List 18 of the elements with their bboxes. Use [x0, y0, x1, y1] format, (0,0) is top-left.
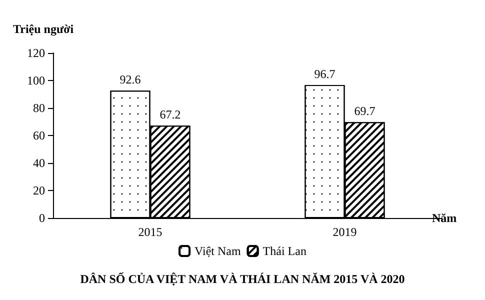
data-label: 92.6 — [120, 72, 141, 87]
data-label: 67.2 — [160, 108, 181, 122]
text: DÂN SỐ CỦA VIỆT NAM VÀ THÁI LAN NĂM 2015 VÀ 2020 — [80, 272, 405, 286]
y-tick-label: 80 — [33, 101, 45, 115]
y-tick-label: 40 — [33, 156, 45, 170]
x-axis-title: Năm — [432, 211, 457, 225]
legend-label: Thái Lan — [262, 244, 306, 258]
x-tick-label: 2019 — [332, 225, 357, 239]
y-axis-title: Triệu người — [13, 22, 74, 36]
y-tick-label: 100 — [27, 74, 45, 88]
data-label: 96.7 — [314, 67, 336, 82]
x-tick-label: 2015 — [138, 225, 162, 239]
y-tick-label: 60 — [33, 128, 45, 142]
y-tick-label: 20 — [33, 184, 45, 198]
y-tick-label: 120 — [27, 46, 45, 60]
data-label: 69.7 — [354, 104, 376, 118]
y-tick-label: 0 — [39, 211, 45, 225]
legend-label: Việt Nam — [194, 244, 242, 258]
